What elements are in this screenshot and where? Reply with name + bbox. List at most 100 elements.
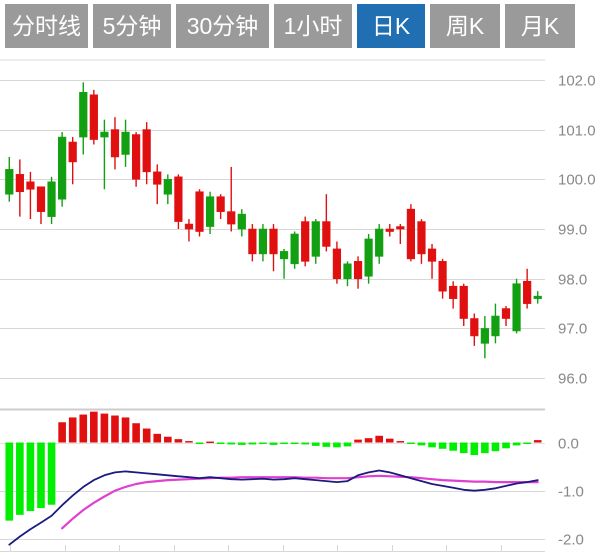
- candlestick: [258, 224, 268, 262]
- macd-bar: [79, 414, 88, 443]
- price-tick-label: 100.0: [558, 172, 596, 189]
- macd-bar: [259, 442, 267, 445]
- candlestick: [269, 224, 278, 272]
- macd-bar: [47, 442, 56, 505]
- candlestick: [279, 248, 289, 279]
- tab-5min[interactable]: 5分钟: [93, 4, 171, 48]
- candlestick: [58, 132, 67, 207]
- macd-bar: [68, 417, 77, 443]
- macd-bar: [512, 442, 521, 446]
- macd-bar: [111, 415, 119, 443]
- price-tick-label: 96.0: [558, 371, 587, 388]
- candlestick: [237, 209, 246, 237]
- price-axis-labels: 102.0 101.0 100.0 99.0 98.0 97.0 96.0: [558, 73, 596, 388]
- candlestick: [142, 122, 151, 185]
- price-tick-label: 101.0: [558, 123, 596, 140]
- macd-bar: [428, 442, 436, 448]
- candlestick: [353, 256, 363, 289]
- candlestick: [427, 243, 437, 279]
- tab-daily[interactable]: 日K: [357, 4, 425, 48]
- tab-30min[interactable]: 30分钟: [176, 4, 269, 48]
- candlestick: [322, 194, 331, 252]
- candlestick: [163, 174, 172, 205]
- macd-bar: [227, 442, 236, 445]
- macd-bar: [523, 442, 531, 445]
- macd-bar: [438, 442, 447, 449]
- candlestick: [438, 258, 447, 299]
- macd-lines: [8, 469, 539, 546]
- tab-monthly[interactable]: 月K: [505, 4, 575, 48]
- macd-bar: [375, 435, 383, 443]
- candlestick: [195, 189, 204, 237]
- macd-bar: [153, 433, 162, 443]
- candlestick: [501, 306, 511, 326]
- macd-bar: [216, 442, 225, 445]
- candlestick: [512, 278, 521, 334]
- candlestick: [406, 204, 415, 262]
- candlestick-series: [5, 82, 542, 359]
- candlestick: [375, 224, 384, 264]
- macd-bar: [58, 422, 66, 443]
- macd-bar: [16, 442, 24, 515]
- candlestick: [110, 117, 120, 170]
- candlestick: [523, 268, 532, 309]
- candlestick: [205, 191, 215, 234]
- macd-bar: [26, 442, 35, 511]
- macd-bar: [322, 442, 331, 447]
- tab-weekly[interactable]: 周K: [430, 4, 500, 48]
- candlestick: [364, 234, 373, 284]
- candlestick: [5, 156, 14, 202]
- macd-bar: [164, 436, 172, 443]
- macd-bar: [248, 442, 257, 445]
- macd-bar: [90, 411, 98, 443]
- candlestick: [248, 224, 257, 262]
- macd-bar: [396, 441, 405, 443]
- macd-bar: [364, 438, 373, 443]
- candlestick: [480, 316, 489, 359]
- candlestick: [216, 194, 225, 220]
- candlestick: [153, 164, 162, 205]
- chart-area[interactable]: 102.0 101.0 100.0 99.0 98.0 97.0 96.0 0.0 -1.0 -…: [0, 56, 604, 559]
- candlestick: [449, 281, 458, 309]
- macd-tick-label: 0.0: [558, 436, 579, 453]
- candlestick: [396, 224, 405, 244]
- candlestick: [121, 119, 130, 167]
- macd-bar: [37, 442, 45, 509]
- macd-bar: [280, 442, 288, 445]
- candlestick: [290, 231, 299, 269]
- candlestick: [385, 224, 394, 237]
- candlestick: [227, 166, 236, 232]
- tab-timeline[interactable]: 分时线: [5, 4, 88, 48]
- macd-bar: [301, 442, 310, 445]
- macd-bar: [132, 423, 140, 443]
- price-tick-label: 102.0: [558, 73, 596, 90]
- macd-bar: [417, 442, 426, 446]
- candlestick-and-macd-svg[interactable]: 102.0 101.0 100.0 99.0 98.0 97.0 96.0 0.0 -1.0 -…: [0, 56, 604, 559]
- macd-axis-labels: 0.0 -1.0 -2.0: [558, 436, 584, 549]
- price-tick-label: 98.0: [558, 272, 587, 289]
- candlestick: [343, 261, 352, 287]
- price-tick-label: 97.0: [558, 321, 587, 338]
- candlestick: [100, 119, 109, 190]
- macd-bar: [459, 442, 468, 454]
- x-axis-ticks: [0, 545, 545, 552]
- macd-line: [8, 469, 539, 546]
- candlestick: [132, 132, 141, 187]
- macd-bar: [481, 442, 489, 454]
- candlestick: [26, 171, 35, 220]
- candlestick: [301, 216, 310, 267]
- macd-bar: [100, 413, 109, 443]
- macd-bar: [333, 442, 341, 448]
- candlestick: [459, 283, 468, 326]
- candlestick: [174, 174, 183, 230]
- price-tick-label: 99.0: [558, 222, 587, 239]
- macd-bar: [185, 441, 193, 443]
- tab-1hour[interactable]: 1小时: [274, 4, 352, 48]
- macd-tick-label: -1.0: [558, 484, 584, 501]
- macd-bar: [206, 441, 214, 444]
- macd-histogram: [5, 411, 542, 521]
- candlestick: [470, 313, 479, 346]
- macd-line: [61, 474, 539, 530]
- macd-bar: [470, 442, 479, 456]
